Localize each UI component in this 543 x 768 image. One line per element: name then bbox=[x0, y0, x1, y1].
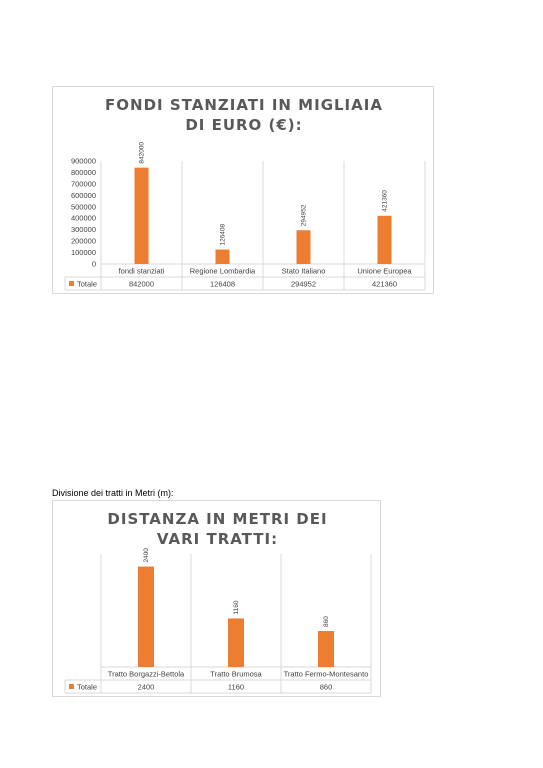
bar bbox=[134, 167, 149, 264]
data-label: 126408 bbox=[220, 223, 227, 245]
y-tick-label: 700000 bbox=[71, 179, 96, 188]
y-tick-label: 100000 bbox=[71, 248, 96, 257]
y-tick-label: 0 bbox=[92, 260, 96, 269]
bar bbox=[138, 566, 154, 667]
bar bbox=[228, 618, 244, 667]
category-label: Stato Italiano bbox=[282, 267, 326, 276]
table-value: 294952 bbox=[291, 280, 316, 289]
y-tick-label: 600000 bbox=[71, 191, 96, 200]
y-tick-label: 200000 bbox=[71, 237, 96, 246]
table-value: 126408 bbox=[210, 280, 235, 289]
table-value: 2400 bbox=[138, 683, 155, 692]
chart-1-plot: 0 100000 200000 300000 400000 500000 600000 700… bbox=[64, 142, 426, 291]
legend-swatch bbox=[69, 281, 74, 286]
data-label: 294952 bbox=[301, 204, 308, 226]
table-value: 421360 bbox=[372, 280, 397, 289]
data-label: 421360 bbox=[382, 190, 389, 212]
data-label: 2400 bbox=[143, 548, 150, 563]
category-label: Tratto Fermo-Montesanto bbox=[284, 670, 369, 679]
category-label: Unione Europea bbox=[357, 267, 412, 276]
bar bbox=[318, 631, 334, 667]
chart-2-caption: Divisione dei tratti in Metri (m): bbox=[52, 488, 174, 498]
y-tick-label: 400000 bbox=[71, 214, 96, 223]
chart-1-container: FONDI STANZIATI IN MIGLIAIA DI EURO (€):… bbox=[52, 86, 434, 294]
y-tick-label: 500000 bbox=[71, 202, 96, 211]
y-tick-label: 300000 bbox=[71, 225, 96, 234]
legend-swatch bbox=[69, 684, 74, 689]
chart-1-title: FONDI STANZIATI IN MIGLIAIA DI EURO (€): bbox=[105, 96, 383, 134]
table-value: 860 bbox=[320, 683, 333, 692]
category-label: Tratto Brumosa bbox=[210, 670, 262, 679]
table-value: 1160 bbox=[228, 683, 244, 692]
y-tick-label: 900000 bbox=[71, 157, 96, 166]
category-label: fondi stanziati bbox=[119, 267, 165, 276]
data-label: 842000 bbox=[139, 142, 146, 164]
chart-2-plot: 2400 1160 860 Tratto Borgazzi-Bettola 2400 Tr… bbox=[64, 548, 372, 694]
bar bbox=[377, 215, 392, 264]
y-tick-label: 800000 bbox=[71, 168, 96, 177]
data-label: 860 bbox=[323, 616, 330, 627]
category-label: Tratto Borgazzi-Bettola bbox=[108, 670, 185, 679]
data-label: 1160 bbox=[233, 600, 240, 614]
chart-2-title: DISTANZA IN METRI DEI VARI TRATTI: bbox=[107, 510, 328, 548]
bar bbox=[215, 249, 230, 264]
chart-2-container: DISTANZA IN METRI DEI VARI TRATTI: 2400 1… bbox=[52, 500, 381, 697]
bar bbox=[296, 230, 311, 264]
table-value: 842000 bbox=[129, 280, 154, 289]
legend-label: Totale bbox=[77, 280, 97, 289]
legend-label: Totale bbox=[77, 683, 97, 692]
category-label: Regione Lombardia bbox=[190, 267, 256, 276]
